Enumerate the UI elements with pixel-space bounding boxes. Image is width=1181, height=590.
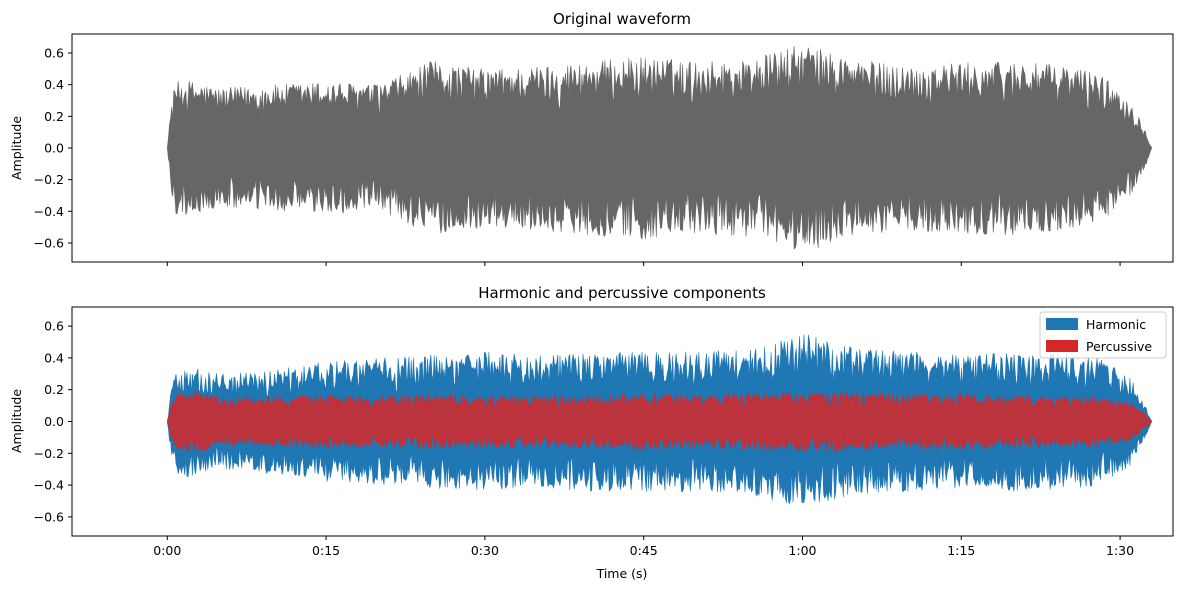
percussive-waveform bbox=[166, 389, 1153, 453]
waveform-area bbox=[166, 46, 1153, 250]
y-tick-label: 0.0 bbox=[44, 141, 64, 156]
bottom-panel: Harmonic and percussive components Ampli… bbox=[9, 284, 1174, 581]
y-tick-label: −0.6 bbox=[34, 509, 64, 524]
bottom-panel-title: Harmonic and percussive components bbox=[478, 284, 766, 302]
y-tick-label: 0.2 bbox=[44, 109, 64, 124]
y-tick-label: −0.2 bbox=[34, 446, 64, 461]
top-y-ticks: −0.6 −0.4 −0.2 0.0 0.2 0.4 0.6 bbox=[34, 46, 72, 251]
x-tick-label: 1:00 bbox=[788, 543, 816, 558]
top-panel: Original waveform Amplitude −0.6 −0.4 −0.2… bbox=[9, 10, 1174, 266]
y-tick-label: −0.6 bbox=[34, 236, 64, 251]
y-tick-label: −0.4 bbox=[34, 478, 64, 493]
bottom-panel-y-axis-label: Amplitude bbox=[9, 389, 24, 453]
y-tick-label: 0.2 bbox=[44, 382, 64, 397]
x-tick-label: 1:30 bbox=[1106, 543, 1134, 558]
x-tick-label: 0:45 bbox=[630, 543, 658, 558]
top-panel-y-axis-label: Amplitude bbox=[9, 116, 24, 180]
x-tick-label: 0:30 bbox=[471, 543, 499, 558]
top-waveform bbox=[166, 46, 1153, 250]
legend-label-percussive: Percussive bbox=[1086, 339, 1152, 354]
x-tick-label: 0:15 bbox=[312, 543, 340, 558]
legend-swatch-percussive bbox=[1046, 340, 1078, 352]
top-x-ticks bbox=[166, 262, 1121, 266]
legend-swatch-harmonic bbox=[1046, 318, 1078, 330]
x-tick-label: 1:15 bbox=[947, 543, 975, 558]
bottom-plot-frame bbox=[71, 306, 1174, 537]
legend-label-harmonic: Harmonic bbox=[1086, 317, 1146, 332]
y-tick-label: 0.6 bbox=[44, 46, 64, 61]
legend: Harmonic Percussive bbox=[1039, 311, 1167, 359]
y-tick-label: 0.4 bbox=[44, 350, 64, 365]
top-panel-title: Original waveform bbox=[553, 10, 691, 28]
bottom-x-ticks: 0:00 0:15 0:30 0:45 1:00 1:15 1:30 bbox=[153, 536, 1134, 558]
y-tick-label: −0.4 bbox=[34, 204, 64, 219]
percussive-area bbox=[166, 389, 1153, 453]
y-tick-label: 0.0 bbox=[44, 414, 64, 429]
y-tick-label: −0.2 bbox=[34, 172, 64, 187]
y-tick-label: 0.6 bbox=[44, 319, 64, 334]
x-tick-label: 0:00 bbox=[153, 543, 181, 558]
bottom-y-ticks: −0.6 −0.4 −0.2 0.0 0.2 0.4 0.6 bbox=[34, 319, 72, 524]
bottom-panel-x-axis-label: Time (s) bbox=[596, 566, 648, 581]
y-tick-label: 0.4 bbox=[44, 77, 64, 92]
top-plot-frame bbox=[71, 33, 1174, 263]
